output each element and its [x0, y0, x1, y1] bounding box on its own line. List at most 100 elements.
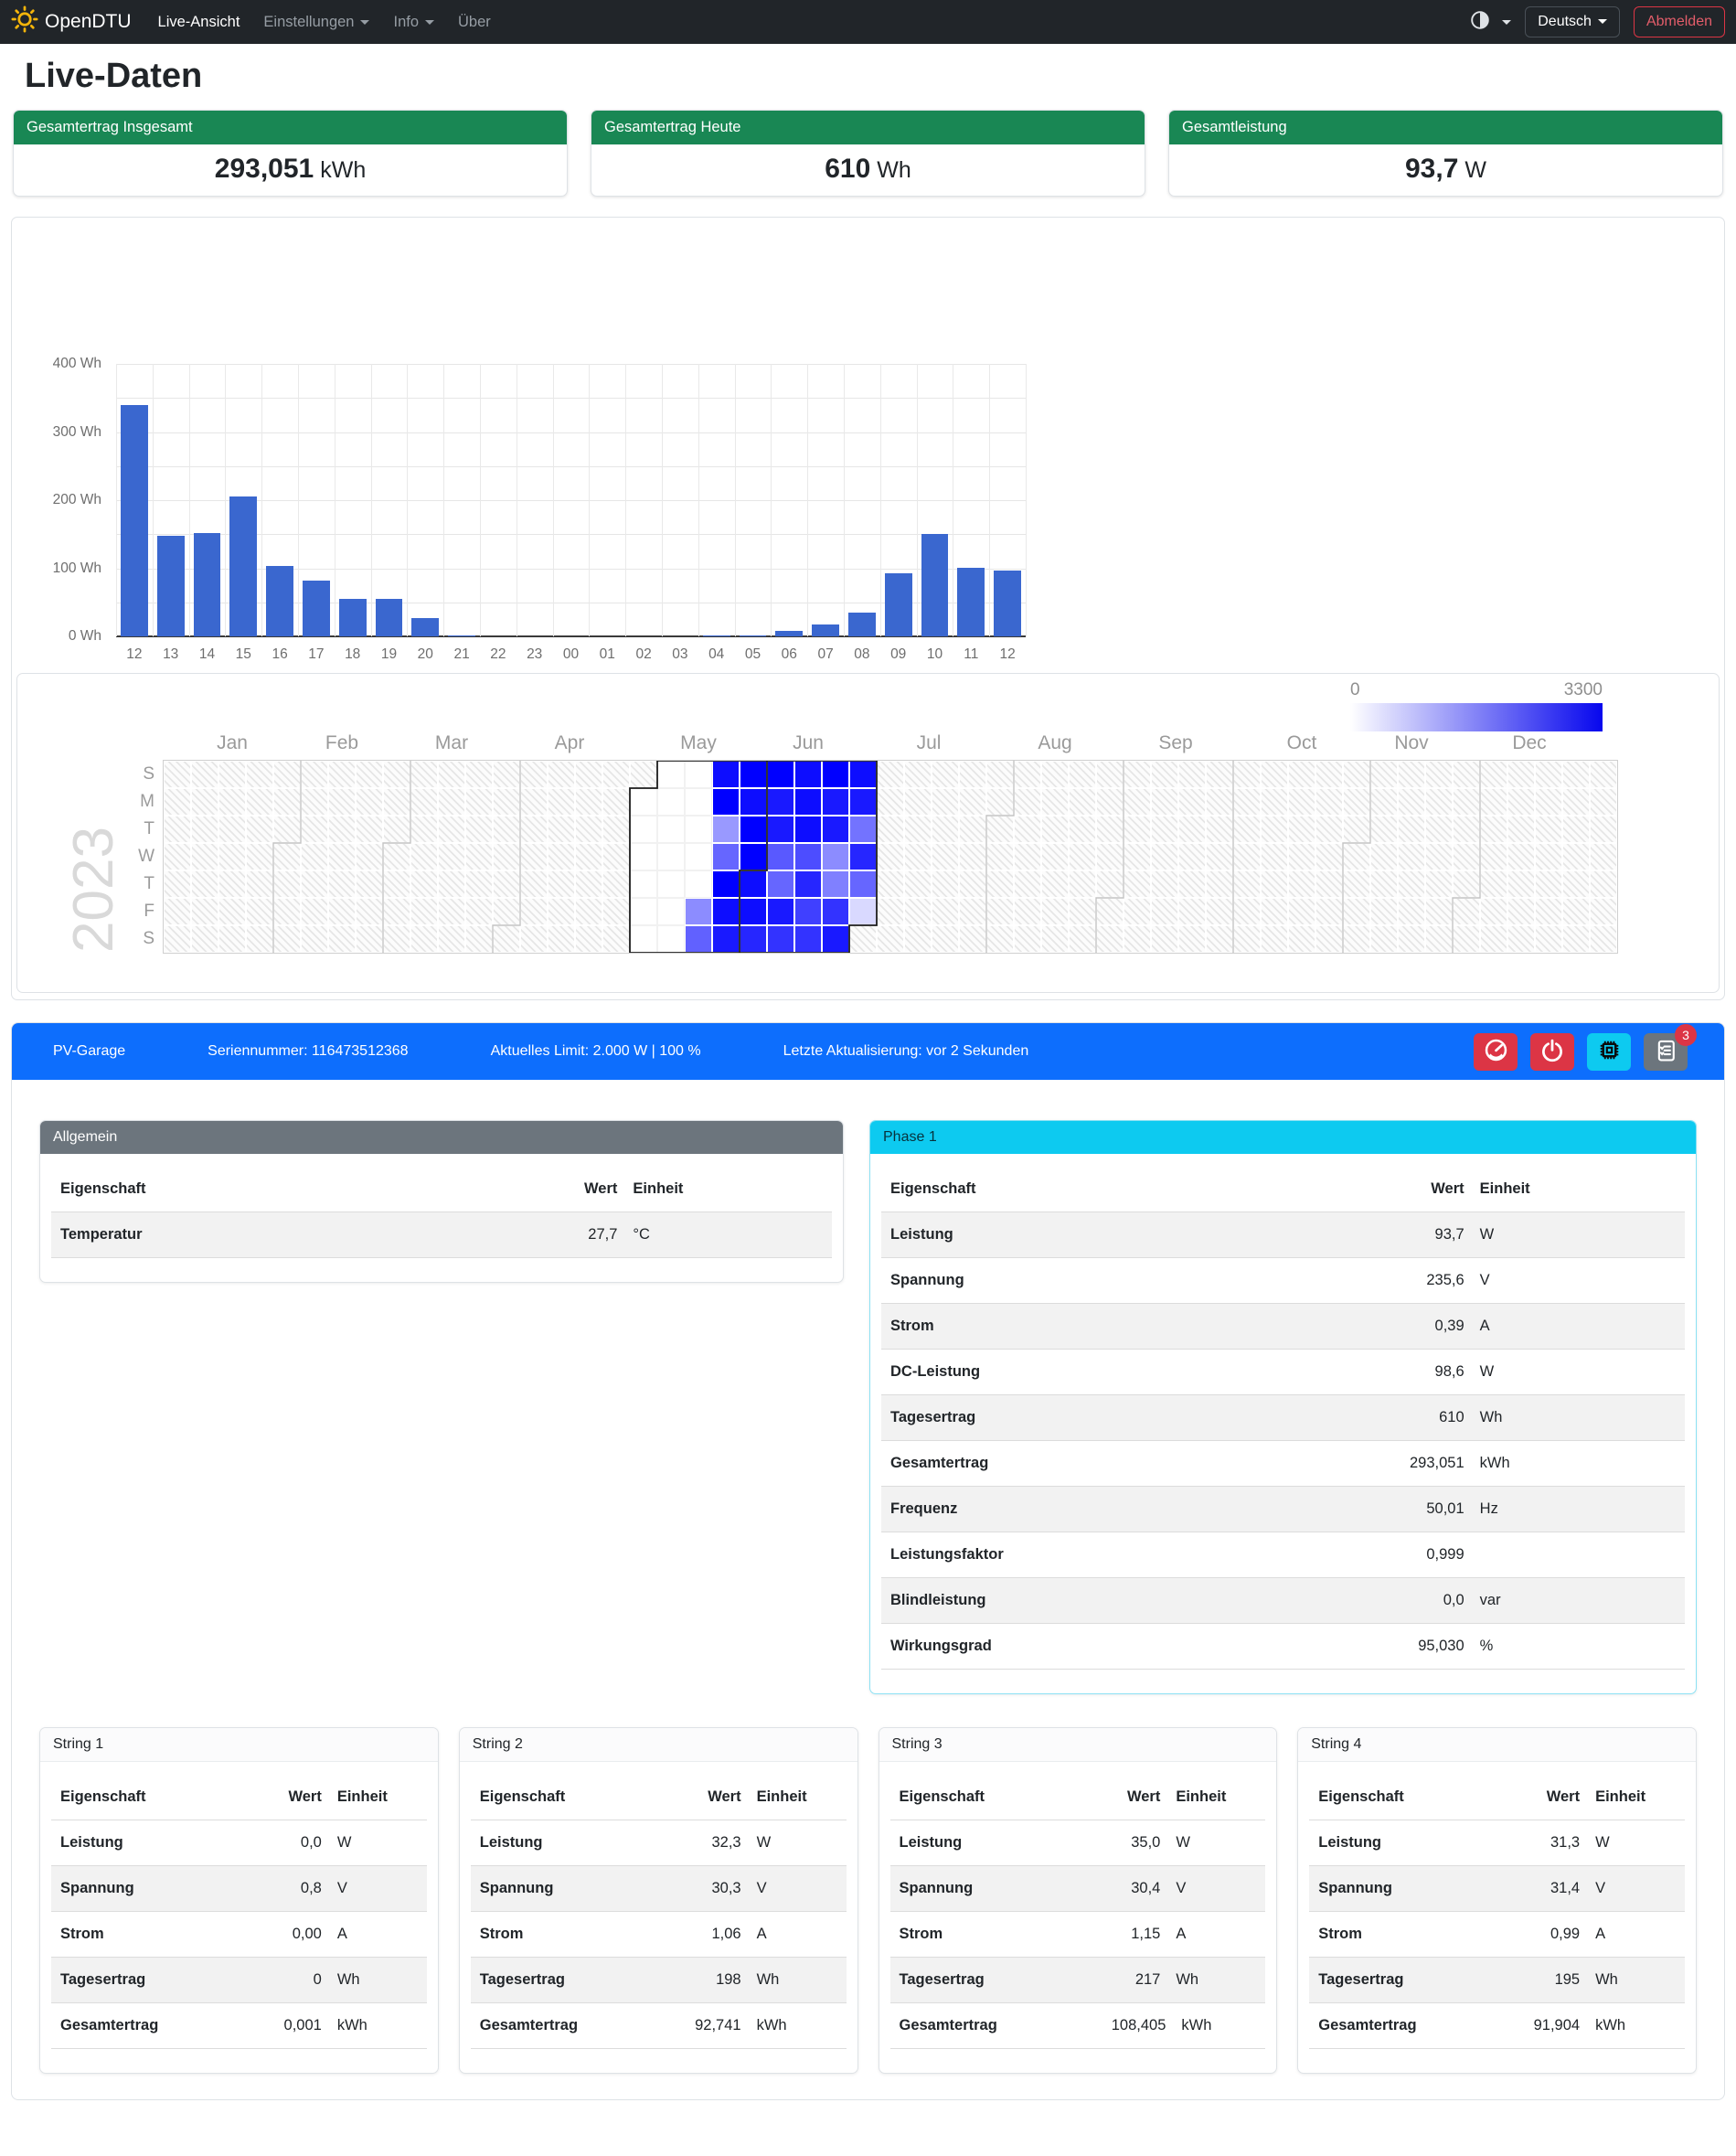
heatmap-cell [1398, 816, 1425, 843]
table-row: Tagesertrag 195 Wh [1309, 1958, 1685, 2003]
heatmap-cell [575, 870, 602, 898]
heatmap-cell [794, 843, 822, 870]
summary-card-total-power: Gesamtleistung 93,7 W [1168, 110, 1723, 197]
heatmap-cell [1453, 843, 1480, 870]
heatmap-cell [1562, 843, 1590, 870]
heatmap-cell [1041, 870, 1069, 898]
bar [375, 599, 403, 636]
heatmap-cell [191, 925, 218, 953]
heatmap-cell [218, 843, 246, 870]
heatmap-cell [767, 870, 794, 898]
table-row: Leistung 0,0 W [51, 1820, 427, 1866]
heatmap-cell [1425, 843, 1453, 870]
heatmap-cell [548, 761, 575, 788]
heatmap-cell [1233, 788, 1261, 816]
event-log-button[interactable]: 3 [1644, 1023, 1697, 1071]
string2-card-title: String 2 [459, 1728, 857, 1762]
general-card: Allgemein Eigenschaft Wert Einheit Temperat… [39, 1120, 844, 1283]
table-row: Spannung 30,4 V [889, 1866, 1266, 1912]
heatmap-cell [383, 761, 410, 788]
heatmap-cell [273, 925, 301, 953]
heatmap-cell [1315, 870, 1343, 898]
power-button[interactable] [1530, 1032, 1574, 1071]
table-row: Leistung 93,7 W [881, 1212, 1685, 1258]
heatmap-cell [712, 925, 740, 953]
heatmap-cell [1124, 925, 1151, 953]
limit-settings-button[interactable] [1474, 1032, 1518, 1071]
logout-button[interactable]: Abmelden [1633, 6, 1725, 37]
heatmap-cell [1425, 925, 1453, 953]
heatmap-cell [465, 761, 493, 788]
heatmap-cell [383, 843, 410, 870]
day-label: M [140, 792, 154, 811]
nav-item-einstellungen[interactable]: Einstellungen [251, 6, 381, 38]
heatmap-cell [164, 843, 191, 870]
heatmap-cell [1398, 843, 1425, 870]
heatmap-cell [465, 898, 493, 925]
heatmap-cell [1535, 870, 1562, 898]
table-row: Gesamtertrag 92,741 kWh [470, 2003, 847, 2049]
navbar-right: Deutsch Abmelden [1470, 6, 1725, 37]
summary-card-value: 93,7 [1405, 154, 1459, 184]
heatmap-cell [1041, 925, 1069, 953]
day-label: T [144, 819, 154, 838]
table-row: Leistung 31,3 W [1309, 1820, 1685, 1866]
heatmap-cell [1069, 898, 1096, 925]
general-card-title: Allgemein [40, 1121, 843, 1154]
heatmap-cell [164, 898, 191, 925]
heatmap-cell [1288, 788, 1315, 816]
heatmap-cell [191, 761, 218, 788]
inverter-serial: Seriennummer: 116473512368 [208, 1043, 409, 1059]
heatmap-cell [767, 816, 794, 843]
nav-item-live-ansicht[interactable]: Live-Ansicht [157, 13, 240, 30]
heatmap-cell [1096, 843, 1124, 870]
table-row: Spannung 30,3 V [470, 1866, 847, 1912]
heatmap-cell [1288, 898, 1315, 925]
heatmap-cell [685, 788, 712, 816]
heatmap-cell [630, 843, 657, 870]
heatmap-cell [1535, 898, 1562, 925]
bar [156, 536, 185, 636]
heatmap-cell [904, 788, 932, 816]
x-axis-tick-label: 23 [527, 646, 543, 662]
heatmap-cell [246, 816, 273, 843]
nav-links: Live-Ansicht Einstellungen Info Über [146, 6, 503, 38]
heatmap-cell [657, 925, 685, 953]
heatmap-cell [218, 870, 246, 898]
heatmap-cell [493, 761, 520, 788]
heatmap-cell [767, 843, 794, 870]
heatmap-cell [1370, 843, 1398, 870]
heatmap-cell [1398, 898, 1425, 925]
heatmap-cell [602, 898, 630, 925]
language-selector[interactable]: Deutsch [1525, 6, 1620, 37]
heatmap-cell [1206, 898, 1233, 925]
heatmap-cell [959, 761, 986, 788]
heatmap-cell [246, 925, 273, 953]
heatmap-cell [548, 816, 575, 843]
nav-item-info[interactable]: Info [381, 6, 446, 38]
heatmap-legend: 0 3300 [1350, 680, 1603, 731]
heatmap-cell [959, 788, 986, 816]
x-axis-tick-label: 12 [999, 646, 1016, 662]
brand[interactable]: OpenDTU [11, 5, 132, 38]
heatmap-cell [1124, 816, 1151, 843]
heatmap-cell [383, 925, 410, 953]
inverter-header: PV-Garage Seriennummer: 116473512368 Akt… [12, 1023, 1724, 1080]
table-row: Leistung 32,3 W [470, 1820, 847, 1866]
heatmap-cell [493, 843, 520, 870]
heatmap-cell [191, 898, 218, 925]
heatmap-cell [1535, 925, 1562, 953]
table-row: Strom 1,06 A [470, 1912, 847, 1958]
heatmap-cell [685, 898, 712, 925]
restart-button[interactable] [1587, 1032, 1631, 1071]
heatmap-cell [301, 870, 328, 898]
heatmap-cell [1535, 843, 1562, 870]
heatmap-cell [767, 925, 794, 953]
x-axis-tick-label: 19 [380, 646, 398, 662]
heatmap-cell [630, 870, 657, 898]
x-axis-tick-label: 08 [854, 646, 870, 662]
heatmap-cell [410, 816, 438, 843]
inverter-name[interactable]: PV-Garage [53, 1043, 126, 1059]
theme-toggle[interactable] [1470, 10, 1512, 35]
nav-item-ueber[interactable]: Über [458, 13, 491, 30]
